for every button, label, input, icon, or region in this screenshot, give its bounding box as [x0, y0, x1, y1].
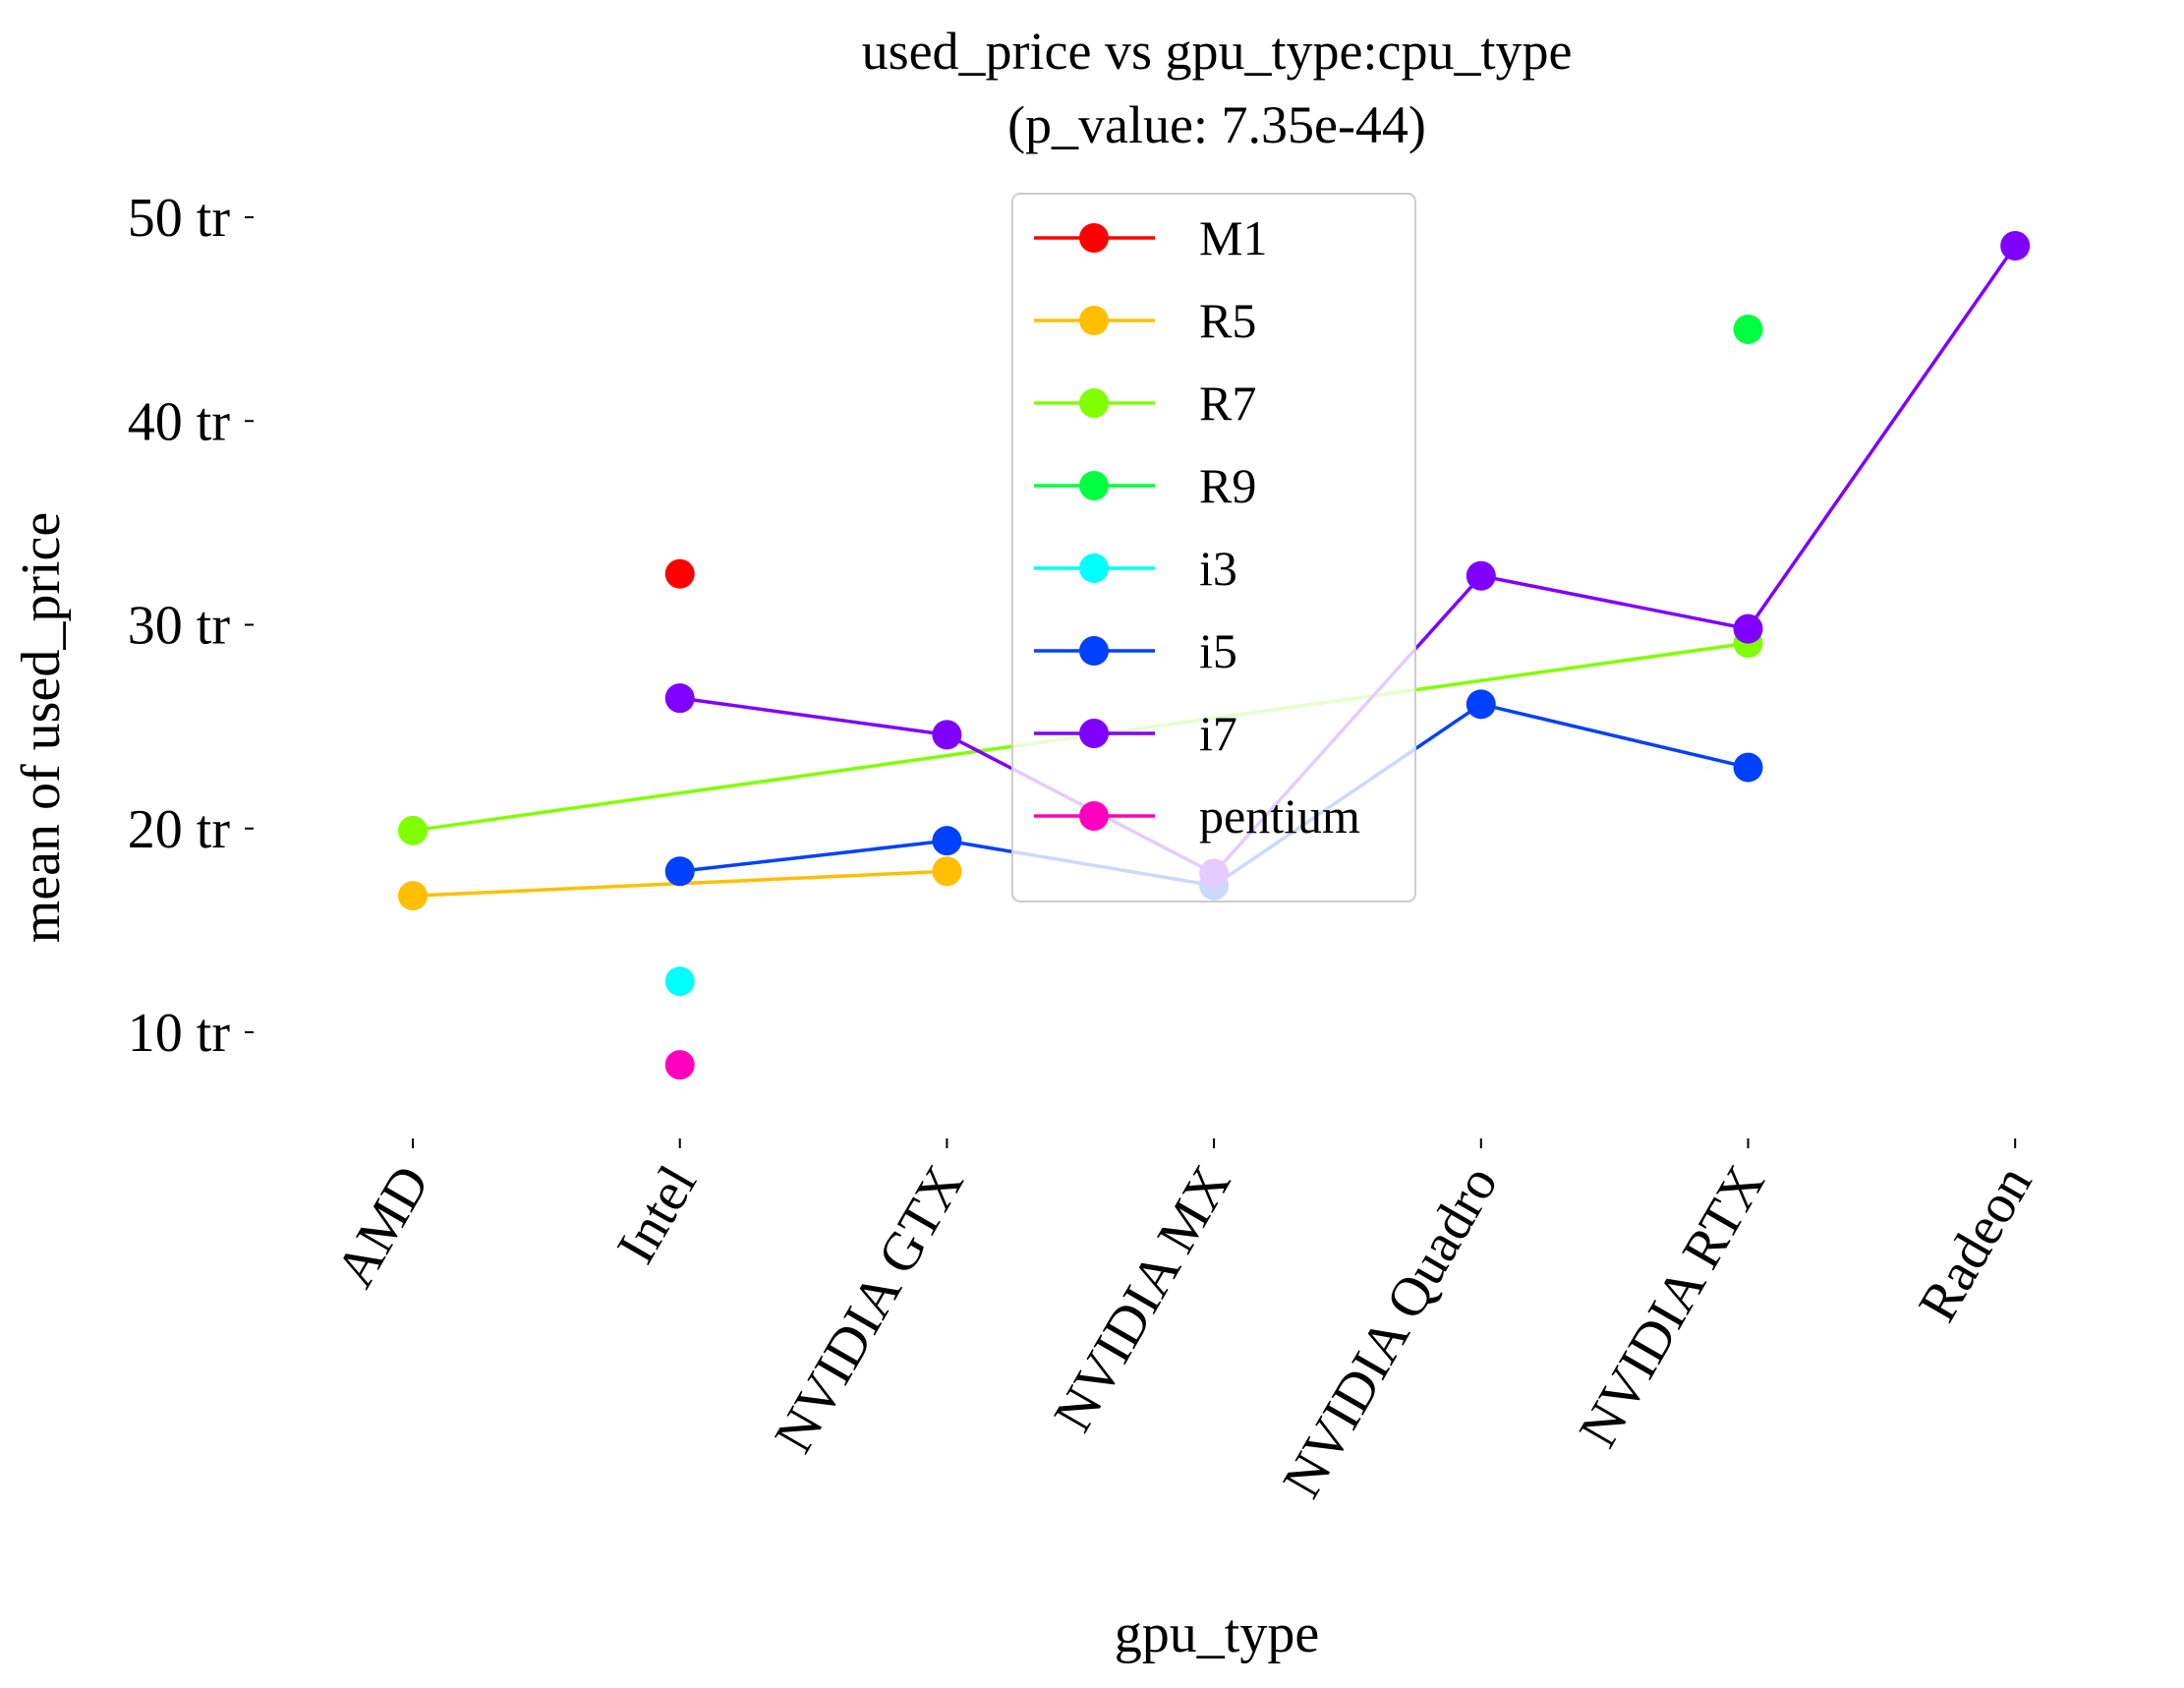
legend-marker — [1079, 719, 1109, 748]
legend-marker — [1079, 223, 1109, 253]
series-R9 — [1733, 314, 1763, 344]
data-point — [932, 856, 962, 887]
legend-label: R5 — [1199, 293, 1256, 348]
legend-item: i3 — [1034, 541, 1237, 596]
legend-item: R9 — [1034, 458, 1256, 513]
data-point — [1466, 689, 1496, 720]
series-pentium — [664, 1050, 695, 1080]
data-point — [664, 558, 695, 589]
y-axis: 10 tr 20 tr 30 tr 40 tr 50 tr — [128, 188, 254, 1064]
legend-label: i7 — [1199, 706, 1237, 761]
data-point — [1733, 314, 1763, 344]
data-point — [1733, 613, 1763, 644]
chart-subtitle: (p_value: 7.35e-44) — [1007, 95, 1426, 154]
x-tick-label: NVIDIA GTX — [763, 1156, 975, 1464]
legend-item: i7 — [1034, 706, 1237, 761]
legend-marker — [1079, 306, 1109, 335]
data-point — [932, 720, 962, 750]
series-i3 — [664, 966, 695, 997]
data-point — [398, 881, 428, 911]
legend-marker — [1079, 553, 1109, 583]
y-tick-label: 10 tr — [128, 1003, 231, 1064]
legend-item: pentium — [1034, 788, 1360, 844]
legend-item: M1 — [1034, 210, 1267, 265]
legend-label: R9 — [1199, 458, 1256, 513]
data-point — [1733, 752, 1763, 783]
legend-marker — [1079, 801, 1109, 831]
legend: M1 R5 R7 R9 i3 i5 i7 pentium — [1011, 193, 1416, 902]
x-tick-label: NVIDIA RTX — [1568, 1156, 1777, 1458]
y-axis-label: mean of used_price — [11, 512, 72, 943]
legend-label: R7 — [1199, 376, 1256, 431]
y-tick-label: 50 tr — [128, 188, 231, 249]
x-tick-label: NVIDIA MX — [1043, 1156, 1243, 1442]
x-tick-label: AMD — [324, 1156, 441, 1298]
data-point — [2000, 231, 2031, 262]
legend-marker — [1079, 636, 1109, 666]
legend-label: M1 — [1199, 210, 1267, 265]
y-tick-label: 30 tr — [128, 596, 231, 657]
x-tick-label: NVIDIA Quadro — [1271, 1156, 1510, 1508]
legend-marker — [1079, 388, 1109, 418]
data-point — [932, 826, 962, 856]
x-tick-label: Intel — [605, 1156, 709, 1274]
data-point — [664, 856, 695, 887]
legend-marker — [1079, 471, 1109, 500]
data-point — [1466, 560, 1496, 591]
y-tick-label: 20 tr — [128, 799, 231, 860]
legend-label: pentium — [1199, 788, 1360, 844]
x-axis-label: gpu_type — [1115, 1603, 1319, 1664]
x-tick-label: Radeon — [1907, 1156, 2043, 1332]
legend-label: i5 — [1199, 623, 1237, 678]
legend-item: i5 — [1034, 623, 1237, 678]
legend-item: R7 — [1034, 376, 1256, 431]
data-point — [664, 683, 695, 714]
legend-label: i3 — [1199, 541, 1237, 596]
data-point — [398, 815, 428, 845]
data-point — [664, 966, 695, 997]
series-M1 — [664, 558, 695, 589]
x-axis: AMD Intel NVIDIA GTX NVIDIA MX NVIDIA Quadro… — [324, 1138, 2043, 1508]
legend-item: R5 — [1034, 293, 1256, 348]
y-tick-label: 40 tr — [128, 391, 231, 452]
data-point — [664, 1050, 695, 1080]
legend-box — [1011, 193, 1416, 902]
chart-title: used_price vs gpu_type:cpu_type — [862, 22, 1573, 81]
